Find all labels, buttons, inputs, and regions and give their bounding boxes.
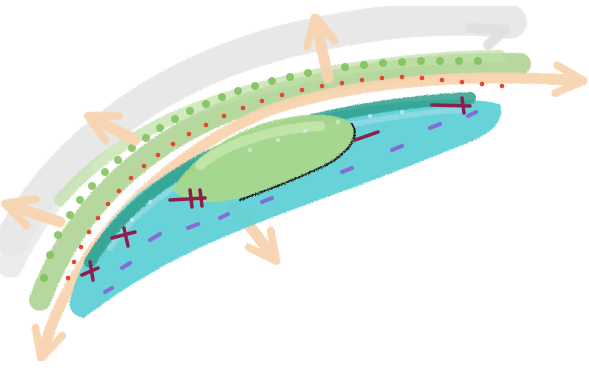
piers [80, 96, 472, 282]
pier-icon [80, 260, 100, 282]
island-outline [239, 123, 356, 201]
expansion-arrow-icon [318, 30, 328, 84]
pier-icon [353, 130, 380, 142]
expansion-arrow-icon [45, 78, 570, 345]
water-body [69, 99, 502, 318]
expansion-arrow-icon [100, 122, 141, 146]
red-dotted-path [65, 74, 505, 281]
pier-icon [110, 226, 137, 248]
water-highlights [130, 110, 404, 222]
purple-dashes [103, 110, 478, 294]
island [172, 114, 356, 203]
pier-icon [430, 96, 472, 115]
expansion-arrow-icon [18, 208, 66, 222]
pier-icon [168, 188, 207, 209]
